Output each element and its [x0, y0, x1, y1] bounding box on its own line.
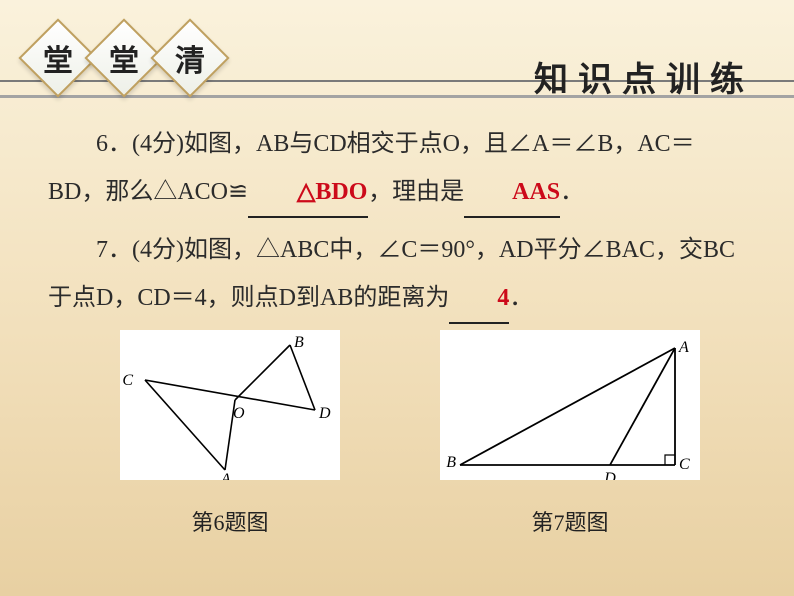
- svg-text:C: C: [679, 456, 690, 473]
- svg-text:D: D: [318, 405, 331, 422]
- q7-blank: 4: [449, 274, 509, 324]
- svg-text:B: B: [446, 454, 456, 471]
- q6-blank-1: △BDO: [248, 168, 368, 218]
- question-7: 7．(4分)如图，△ABC中，∠C＝90°，AD平分∠BAC，交BC于点D，CD…: [48, 226, 746, 324]
- q7-text-2: ．: [509, 285, 533, 311]
- diamond-char-1: 堂: [43, 36, 73, 80]
- q6-text-3: ．: [560, 179, 584, 205]
- figure-6-caption: 第6题图: [100, 505, 360, 537]
- q6-blank-2: AAS: [464, 168, 560, 218]
- figure-7-caption: 第7题图: [430, 505, 710, 537]
- diamond-char-3: 清: [175, 36, 205, 80]
- diamond-char-2: 堂: [109, 36, 139, 80]
- svg-text:A: A: [678, 339, 689, 356]
- svg-text:B: B: [294, 334, 304, 351]
- q7-text-1: 7．(4分)如图，△ABC中，∠C＝90°，AD平分∠BAC，交BC于点D，CD…: [48, 237, 735, 311]
- figure-6-svg: C D O B A: [120, 330, 340, 480]
- figure-7-svg: B C A D: [440, 330, 700, 480]
- question-6: 6．(4分)如图，AB与CD相交于点O，且∠A＝∠B，AC＝BD，那么△ACO≌…: [48, 120, 746, 218]
- header-diamonds: 堂 堂 清: [30, 30, 228, 86]
- figure-row: C D O B A 第6题图 B C A D 第7题图: [0, 330, 794, 560]
- section-title: 知识点训练: [534, 52, 754, 101]
- svg-text:A: A: [220, 471, 231, 480]
- svg-text:D: D: [603, 470, 616, 480]
- figure-7: B C A D 第7题图: [430, 330, 710, 537]
- figure-6-box: C D O B A: [120, 330, 340, 480]
- q6-answer-1: △BDO: [297, 179, 367, 205]
- diamond-3: 清: [150, 18, 229, 97]
- figure-6: C D O B A 第6题图: [100, 330, 360, 537]
- figure-7-box: B C A D: [440, 330, 700, 480]
- q7-answer: 4: [497, 285, 509, 311]
- q6-text-2: ，理由是: [368, 179, 464, 205]
- q6-answer-2: AAS: [512, 179, 560, 205]
- svg-text:C: C: [122, 372, 133, 389]
- svg-text:O: O: [233, 405, 245, 422]
- slide: { "header": { "diamonds": ["堂","堂","清"],…: [0, 0, 794, 596]
- content-area: 6．(4分)如图，AB与CD相交于点O，且∠A＝∠B，AC＝BD，那么△ACO≌…: [48, 120, 746, 332]
